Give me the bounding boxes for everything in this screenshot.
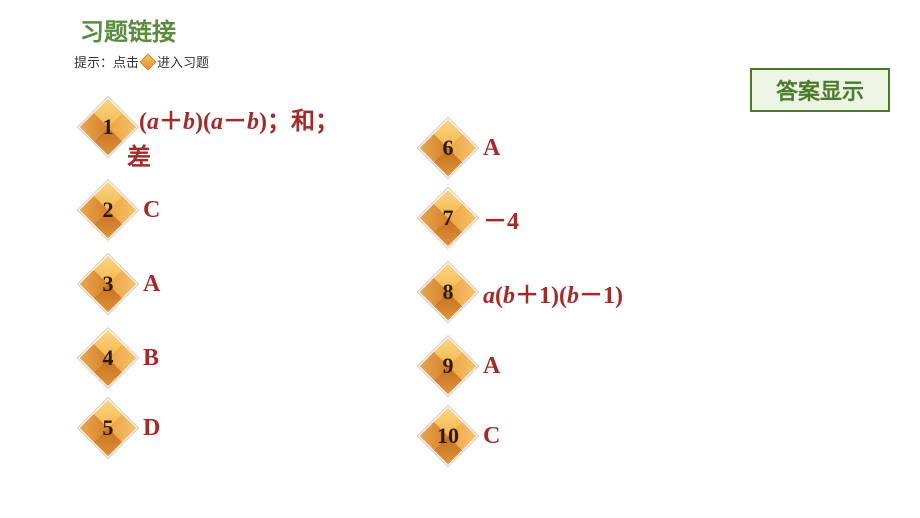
number-diamond: 9 [425,343,471,389]
list-item[interactable]: 4 B [85,332,425,384]
right-column: 6 A 7 －4 8 a(b＋1)(b－1) 9 A [425,100,765,462]
list-item[interactable]: 6 A [425,122,765,174]
number-diamond: 2 [85,187,131,233]
hint-prefix: 提示：点击 [74,52,139,71]
item-number: 2 [85,187,131,233]
list-item[interactable]: 9 A [425,340,765,392]
list-item[interactable]: 8 a(b＋1)(b－1) [425,266,765,318]
diamond-icon [140,53,157,70]
list-item[interactable]: 1 (a＋b)(a－b)；和； 差 [85,100,425,184]
answer-text: a(b＋1)(b－1) [483,275,623,310]
item-number: 9 [425,343,471,389]
answer-text: C [483,423,500,450]
item-number: 5 [85,405,131,451]
item-number: 10 [425,413,471,459]
answer-text: －4 [483,201,519,236]
answer-text: A [483,135,500,162]
item-number: 4 [85,335,131,381]
item-number: 8 [425,269,471,315]
item-number: 3 [85,261,131,307]
answer-text: C [143,197,160,224]
hint-text: 提示：点击 进入习题 [74,52,209,71]
page-title: 习题链接 [80,12,176,47]
item-number: 1 [85,104,131,150]
number-diamond: 10 [425,413,471,459]
number-diamond: 1 [85,104,131,150]
number-diamond: 7 [425,195,471,241]
hint-suffix: 进入习题 [157,52,209,71]
list-item[interactable]: 2 C [85,184,425,236]
answer-text: A [143,271,160,298]
answer-text: A [483,353,500,380]
left-column: 1 (a＋b)(a－b)；和； 差 2 C 3 A 4 [85,100,425,462]
answer-text: D [143,415,160,442]
item-number: 6 [425,125,471,171]
list-item[interactable]: 3 A [85,258,425,310]
answer-text: (a＋b)(a－b)；和； 差 [139,104,339,176]
answer-columns: 1 (a＋b)(a－b)；和； 差 2 C 3 A 4 [85,100,785,462]
number-diamond: 5 [85,405,131,451]
item-number: 7 [425,195,471,241]
list-item[interactable]: 10 C [425,410,765,462]
number-diamond: 6 [425,125,471,171]
number-diamond: 4 [85,335,131,381]
list-item[interactable]: 7 －4 [425,192,765,244]
number-diamond: 3 [85,261,131,307]
list-item[interactable]: 5 D [85,402,425,454]
number-diamond: 8 [425,269,471,315]
answer-text: B [143,345,159,372]
